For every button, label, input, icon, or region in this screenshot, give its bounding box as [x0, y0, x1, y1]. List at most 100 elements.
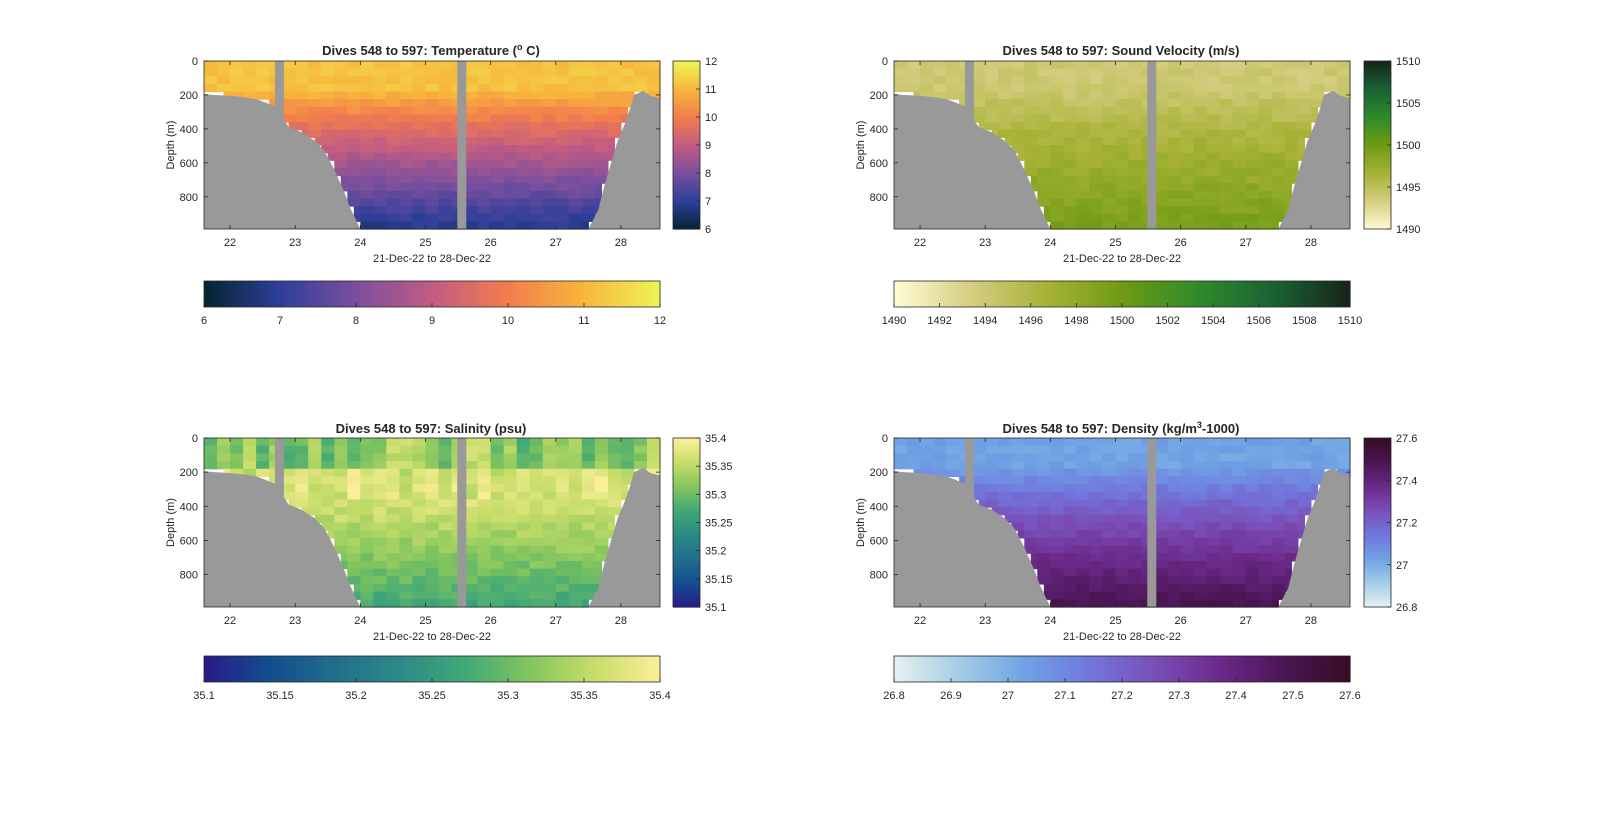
- data-cell: [1193, 61, 1201, 70]
- data-cell: [1141, 145, 1149, 154]
- data-cell: [1258, 167, 1266, 177]
- data-cell: [549, 183, 557, 192]
- data-cell: [1213, 445, 1221, 454]
- data-cell: [1245, 221, 1253, 230]
- data-cell: [1161, 553, 1169, 562]
- data-cell: [1206, 122, 1214, 131]
- data-cell: [536, 491, 544, 501]
- data-cell: [607, 453, 615, 462]
- data-cell: [340, 468, 348, 478]
- data-cell: [529, 445, 537, 454]
- data-cell: [1167, 183, 1175, 192]
- data-cell: [1258, 83, 1266, 93]
- data-cell: [1115, 476, 1123, 485]
- data-cell: [249, 445, 257, 454]
- data-cell: [523, 106, 531, 116]
- data-cell: [549, 591, 557, 600]
- data-cell: [1004, 491, 1012, 501]
- data-cell: [601, 175, 609, 184]
- colorbar-step: [673, 550, 700, 555]
- data-cell: [1193, 507, 1201, 516]
- data-cell: [1226, 114, 1234, 123]
- colorbar-step: [673, 181, 700, 185]
- data-cell: [1030, 175, 1038, 184]
- data-cell: [627, 461, 635, 470]
- data-cell: [1239, 553, 1247, 562]
- data-cell: [1239, 83, 1247, 93]
- colorbar-step: [565, 281, 570, 307]
- data-cell: [399, 221, 407, 230]
- data-cell: [490, 61, 498, 70]
- data-cell: [1226, 491, 1234, 501]
- data-cell: [1226, 583, 1234, 593]
- data-cell: [1056, 167, 1064, 177]
- data-cell: [451, 221, 459, 230]
- data-cell: [1232, 206, 1240, 215]
- data-cell: [236, 68, 244, 77]
- colorbar-step: [673, 471, 700, 476]
- data-cell: [1219, 68, 1227, 77]
- data-cell: [425, 91, 433, 100]
- data-cell: [1213, 591, 1221, 600]
- data-cell: [1095, 438, 1104, 447]
- data-cell: [542, 591, 550, 600]
- data-cell: [399, 545, 407, 554]
- data-cell: [288, 445, 296, 454]
- data-cell: [334, 145, 342, 154]
- data-cell: [1200, 560, 1208, 570]
- y-tick-label: 400: [180, 501, 198, 513]
- colorbar-step: [306, 656, 311, 682]
- data-cell: [1258, 106, 1266, 116]
- data-cell: [920, 438, 928, 447]
- data-cell: [334, 76, 342, 85]
- data-cell: [1063, 491, 1071, 501]
- data-cell: [1161, 484, 1169, 493]
- colorbar-step: [656, 281, 661, 307]
- data-cell: [1213, 83, 1221, 93]
- data-cell: [1245, 507, 1253, 516]
- data-cell: [1174, 137, 1182, 146]
- data-cell: [1258, 206, 1266, 215]
- colorbar-step: [314, 281, 319, 307]
- data-cell: [529, 68, 537, 77]
- colorbar-step: [378, 656, 384, 682]
- data-cell: [907, 76, 915, 85]
- data-cell: [314, 484, 322, 493]
- data-cell: [516, 175, 524, 184]
- data-cell: [1095, 206, 1104, 215]
- data-cell: [1200, 213, 1208, 222]
- data-cell: [1128, 576, 1136, 585]
- data-cell: [1310, 76, 1319, 85]
- data-cell: [418, 167, 427, 177]
- data-cell: [1226, 183, 1234, 192]
- data-cell: [1024, 106, 1032, 116]
- data-cell: [1219, 61, 1227, 70]
- data-cell: [308, 484, 316, 493]
- data-cell: [386, 190, 394, 200]
- data-cell: [998, 106, 1006, 116]
- data-cell: [503, 553, 511, 562]
- data-cell: [1180, 106, 1188, 116]
- data-cell: [301, 468, 309, 478]
- data-cell: [549, 175, 557, 184]
- data-cell: [249, 83, 257, 93]
- data-cell: [412, 129, 420, 138]
- data-cell: [1102, 514, 1110, 524]
- data-cell: [1082, 461, 1091, 470]
- data-cell: [1206, 491, 1214, 501]
- data-cell: [1063, 514, 1071, 524]
- data-cell: [334, 522, 342, 531]
- data-cell: [1232, 453, 1240, 462]
- data-cell: [1056, 114, 1064, 123]
- data-cell: [1102, 167, 1110, 177]
- data-cell: [894, 76, 902, 85]
- data-cell: [978, 76, 986, 85]
- data-cell: [295, 61, 303, 70]
- data-cell: [581, 522, 589, 531]
- data-cell: [464, 545, 472, 554]
- colorbar-step: [352, 656, 357, 682]
- data-cell: [1239, 183, 1247, 192]
- data-cell: [1135, 61, 1143, 70]
- colorbar-step: [1300, 281, 1305, 307]
- data-cell: [1252, 560, 1260, 570]
